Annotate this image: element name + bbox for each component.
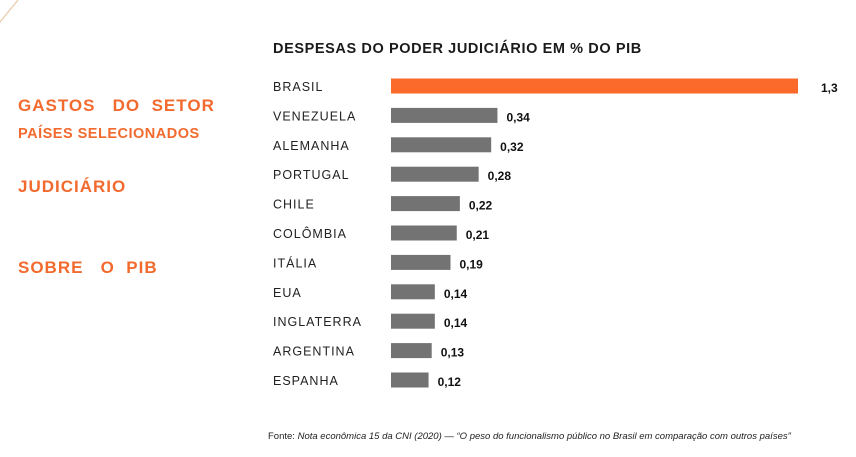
chart-title: DESPESAS DO PODER JUDICIÁRIO EM % DO PIB <box>273 41 642 57</box>
value-label: 0,14 <box>444 287 468 301</box>
side-title: GASTOS DO SETOR JUDICIÁRIO SOBRE O PIB <box>18 38 215 308</box>
category-label: PORTUGAL <box>273 168 350 182</box>
bar <box>391 284 435 300</box>
bar <box>391 166 479 182</box>
value-label: 0,13 <box>441 346 465 360</box>
category-label: ITÁLIA <box>273 255 317 270</box>
value-label: 0,19 <box>459 257 483 271</box>
category-label: COLÔMBIA <box>273 226 347 241</box>
source-text: Nota econômica 15 da CNI (2020) — “O pes… <box>297 431 791 442</box>
category-label: ESPANHA <box>273 374 339 388</box>
source-note: Fonte: Nota econômica 15 da CNI (2020) —… <box>268 431 791 442</box>
corner-decoration-line <box>0 0 19 23</box>
value-label: 0,34 <box>506 110 530 124</box>
bar <box>391 107 498 123</box>
category-label: CHILE <box>273 198 315 212</box>
category-label: ARGENTINA <box>273 345 355 359</box>
category-label: VENEZUELA <box>273 109 356 123</box>
bar <box>391 78 798 94</box>
bar <box>391 343 432 359</box>
bar <box>391 196 460 212</box>
value-label: 0,28 <box>488 169 512 183</box>
bar <box>391 372 429 388</box>
category-label: INGLATERRA <box>273 315 362 329</box>
side-title-line-3: SOBRE O PIB <box>18 258 158 277</box>
category-label: BRASIL <box>273 80 323 94</box>
side-title-line-1: GASTOS DO SETOR <box>18 96 215 115</box>
value-label: 0,21 <box>466 228 490 242</box>
side-subtitle: PAÍSES SELECIONADOS <box>18 126 200 142</box>
value-label: 0,32 <box>500 140 524 154</box>
bar <box>391 225 457 241</box>
bar <box>391 254 451 270</box>
category-label: ALEMANHA <box>273 139 350 153</box>
value-label: 0,14 <box>444 316 468 330</box>
value-label: 1,3 <box>821 81 838 95</box>
bar <box>391 313 435 329</box>
value-label: 0,22 <box>469 199 493 213</box>
source-prefix: Fonte: <box>268 431 298 442</box>
side-title-line-2: JUDICIÁRIO <box>18 177 127 196</box>
category-label: EUA <box>273 286 302 300</box>
bar <box>391 137 492 153</box>
value-label: 0,12 <box>438 375 462 389</box>
